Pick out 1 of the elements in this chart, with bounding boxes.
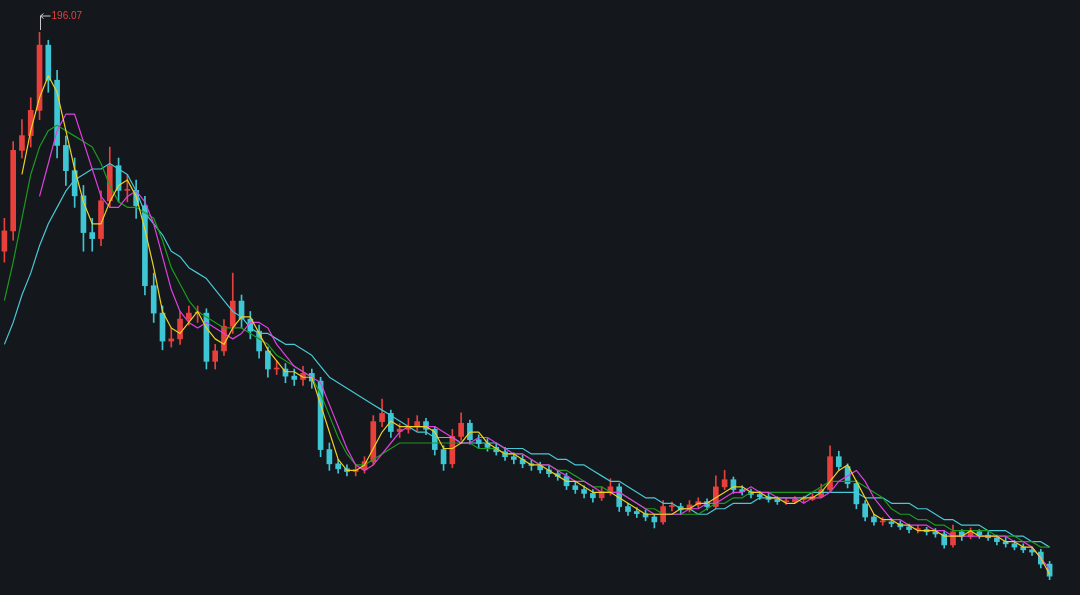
text: 196.07 [51, 9, 83, 21]
